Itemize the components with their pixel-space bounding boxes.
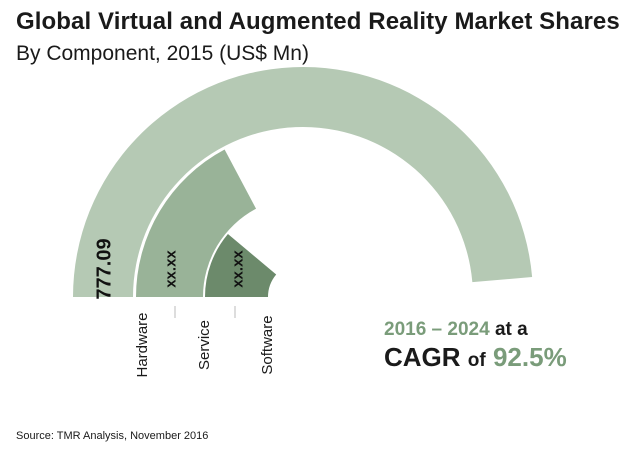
cagr-at-a: at a [494,319,528,340]
bar-service [136,149,257,297]
category-label-software: Software [259,315,276,374]
source-note: Source: TMR Analysis, November 2016 [16,430,209,442]
cagr-callout: 2016 – 2024 at a CAGR of 92.5% [384,318,567,376]
category-label-hardware: Hardware [134,312,151,377]
category-label-service: Service [196,320,213,370]
value-label-hardware: 777.09 [93,238,115,299]
value-label-service: xx.xx [162,250,179,288]
chart-subtitle: By Component, 2015 (US$ Mn) [16,42,309,65]
value-label-software: xx.xx [229,250,246,288]
cagr-label: CAGR [384,342,461,372]
cagr-value: 92.5% [492,342,567,372]
bar-software [205,234,277,297]
cagr-of: of [467,350,486,371]
bar-hardware [73,67,533,297]
chart-title: Global Virtual and Augmented Reality Mar… [16,8,620,35]
cagr-years: 2016 – 2024 [384,319,490,340]
